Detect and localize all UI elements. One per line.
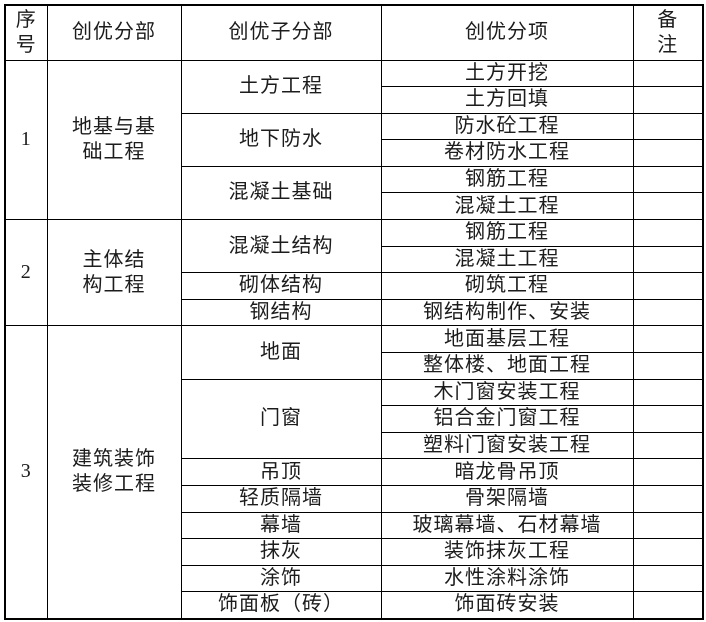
table-row: 3 建筑装饰 装修工程 地面 地面基层工程 bbox=[4, 325, 704, 620]
item-cell: 整体楼、地面工程 bbox=[380, 352, 634, 380]
remark-cell bbox=[632, 378, 704, 407]
subdivision-cell: 门窗 bbox=[180, 378, 382, 460]
remark-cell bbox=[632, 511, 704, 540]
col-header-item: 创优分项 bbox=[380, 4, 634, 61]
item-cell: 砌筑工程 bbox=[380, 272, 634, 300]
remark-cell bbox=[632, 325, 704, 354]
table-row: 2 主体结 构工程 混凝土结构 钢筋工程 bbox=[4, 219, 704, 327]
subdivision-cell: 轻质隔墙 bbox=[180, 485, 382, 513]
subdivision-cell: 钢结构 bbox=[180, 298, 382, 327]
item-cell: 钢结构制作、安装 bbox=[380, 298, 634, 327]
remark-cell bbox=[632, 405, 704, 433]
item-cell: 暗龙骨吊顶 bbox=[380, 458, 634, 486]
table-row: 整体楼、地面工程 bbox=[5, 352, 704, 380]
item-cell: 玻璃幕墙、石材幕墙 bbox=[380, 511, 634, 540]
quality-excellence-table: 序 号 创优分部 创优子分部 创优分项 备 注 1 地基与基 础工程 土方工程 土方开… bbox=[4, 4, 704, 620]
section-no-cell: 1 bbox=[4, 59, 48, 221]
item-cell: 卷材防水工程 bbox=[380, 139, 634, 167]
item-cell: 钢筋工程 bbox=[380, 165, 634, 194]
section-no-cell: 3 bbox=[4, 325, 48, 620]
subdivision-cell: 混凝土基础 bbox=[180, 165, 382, 221]
table-row: 砌体结构 砌筑工程 bbox=[5, 272, 704, 300]
item-cell: 地面基层工程 bbox=[380, 325, 634, 354]
remark-cell bbox=[632, 298, 704, 327]
item-cell: 塑料门窗安装工程 bbox=[380, 431, 634, 460]
item-cell: 防水砼工程 bbox=[380, 112, 634, 141]
remark-cell bbox=[632, 59, 704, 88]
division-cell: 主体结 构工程 bbox=[46, 219, 182, 327]
subdivision-cell: 土方工程 bbox=[180, 59, 382, 114]
subdivision-cell: 涂饰 bbox=[180, 564, 382, 593]
item-cell: 铝合金门窗工程 bbox=[380, 405, 634, 433]
section-no-cell: 2 bbox=[4, 219, 48, 327]
item-cell: 土方开挖 bbox=[380, 59, 634, 88]
division-cell: 建筑装饰 装修工程 bbox=[46, 325, 182, 620]
remark-cell bbox=[632, 431, 704, 460]
table-row: 轻质隔墙 骨架隔墙 bbox=[5, 485, 704, 513]
table-row: 土方回填 bbox=[5, 86, 704, 114]
item-cell: 钢筋工程 bbox=[380, 219, 634, 247]
item-cell: 土方回填 bbox=[380, 86, 634, 114]
item-cell: 装饰抹灰工程 bbox=[380, 538, 634, 566]
table-row: 抹灰 装饰抹灰工程 bbox=[5, 538, 704, 566]
remark-cell bbox=[632, 245, 704, 274]
col-header-serial-no: 序 号 bbox=[4, 4, 48, 61]
remark-cell bbox=[632, 219, 704, 247]
remark-cell bbox=[632, 192, 704, 221]
remark-cell bbox=[632, 538, 704, 566]
col-header-remark: 备 注 bbox=[632, 4, 704, 61]
table-row: 饰面板（砖） 饰面砖安装 bbox=[5, 591, 704, 620]
remark-cell bbox=[632, 272, 704, 300]
remark-cell bbox=[632, 458, 704, 486]
remark-cell bbox=[632, 485, 704, 513]
remark-cell bbox=[632, 139, 704, 167]
table-header: 序 号 创优分部 创优子分部 创优分项 备 注 bbox=[4, 4, 704, 61]
division-cell: 地基与基 础工程 bbox=[46, 59, 182, 221]
subdivision-cell: 地面 bbox=[180, 325, 382, 380]
subdivision-cell: 吊顶 bbox=[180, 458, 382, 486]
item-cell: 骨架隔墙 bbox=[380, 485, 634, 513]
item-cell: 木门窗安装工程 bbox=[380, 378, 634, 407]
item-cell: 混凝土工程 bbox=[380, 245, 634, 274]
item-cell: 饰面砖安装 bbox=[380, 591, 634, 620]
table-row: 1 地基与基 础工程 土方工程 土方开挖 bbox=[4, 59, 704, 221]
subdivision-cell: 饰面板（砖） bbox=[180, 591, 382, 620]
subdivision-cell: 抹灰 bbox=[180, 538, 382, 566]
remark-cell bbox=[632, 352, 704, 380]
item-cell: 水性涂料涂饰 bbox=[380, 564, 634, 593]
table-row: 塑料门窗安装工程 bbox=[5, 431, 704, 460]
table-row: 卷材防水工程 bbox=[5, 139, 704, 167]
table-row: 混凝土工程 bbox=[5, 245, 704, 274]
table-row: 吊顶 暗龙骨吊顶 bbox=[5, 458, 704, 486]
subdivision-cell: 幕墙 bbox=[180, 511, 382, 540]
table-row: 门窗 木门窗安装工程 bbox=[5, 378, 704, 460]
table-body: 1 地基与基 础工程 土方工程 土方开挖 土方回填 地下防水 防水砼工程 卷材防水工程 混凝土基… bbox=[4, 59, 704, 620]
remark-cell bbox=[632, 112, 704, 141]
table-row: 涂饰 水性涂料涂饰 bbox=[5, 564, 704, 593]
table-row: 铝合金门窗工程 bbox=[5, 405, 704, 433]
remark-cell bbox=[632, 165, 704, 194]
remark-cell bbox=[632, 591, 704, 620]
subdivision-cell: 混凝土结构 bbox=[180, 219, 382, 274]
remark-cell bbox=[632, 86, 704, 114]
subdivision-cell: 砌体结构 bbox=[180, 272, 382, 300]
subdivision-cell: 地下防水 bbox=[180, 112, 382, 167]
col-header-division: 创优分部 bbox=[46, 4, 182, 61]
header-row: 序 号 创优分部 创优子分部 创优分项 备 注 bbox=[4, 4, 704, 61]
remark-cell bbox=[632, 564, 704, 593]
col-header-subdivision: 创优子分部 bbox=[180, 4, 382, 61]
item-cell: 混凝土工程 bbox=[380, 192, 634, 221]
